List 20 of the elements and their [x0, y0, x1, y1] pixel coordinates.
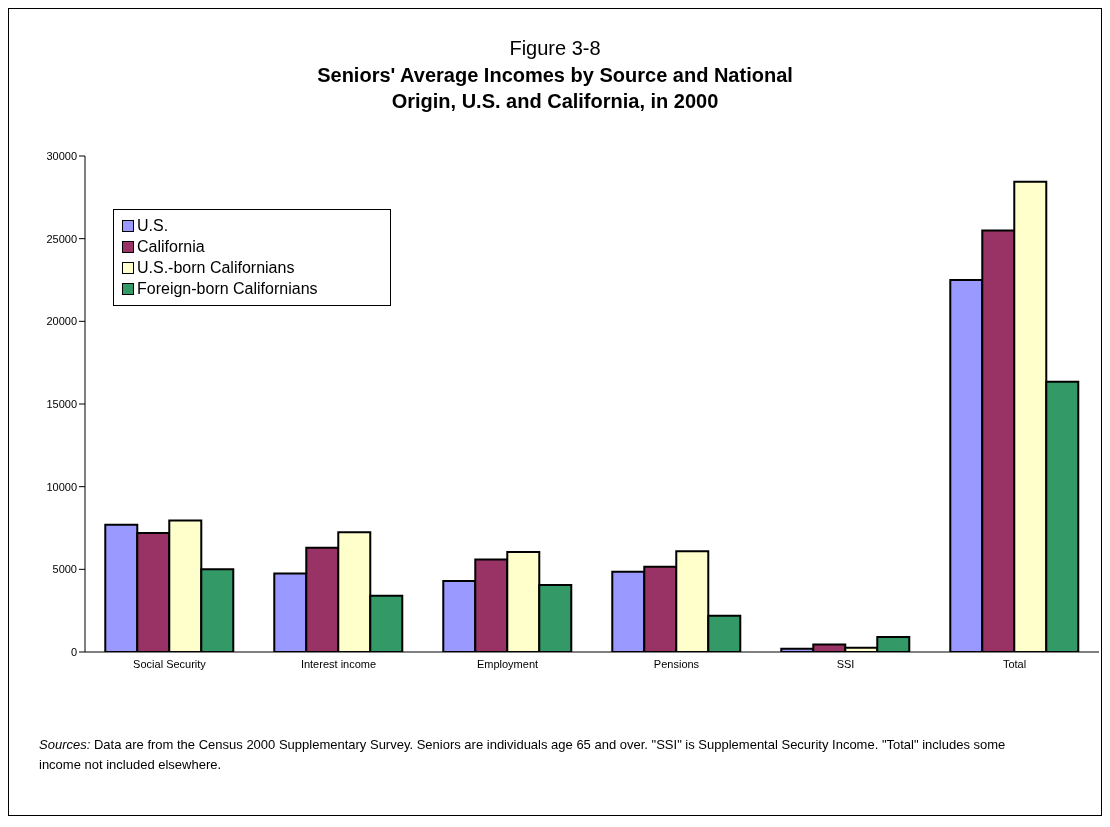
y-tick-label: 25000	[46, 232, 77, 245]
source-note: Sources: Data are from the Census 2000 Supplementary Survey. Seniors are individuals age 65 and over. "SSI" is Supplemental Security Income. "Total" includes some income not included elsewhere.	[39, 736, 1007, 774]
y-tick-label: 10000	[46, 480, 77, 493]
x-tick-label: Total	[1002, 657, 1027, 670]
x-tick-label: Employment	[476, 657, 539, 670]
x-tick-label: Social Security	[133, 657, 207, 670]
chart-title: Seniors' Average Incomes by Source and National Origin, U.S. and California, in 2000	[316, 63, 794, 114]
legend-label: California	[136, 238, 206, 256]
y-tick-label: 20000	[46, 315, 77, 328]
y-tick-label: 0	[70, 645, 77, 658]
y-tick-label: 5000	[52, 563, 77, 576]
x-tick-label: Interest income	[300, 657, 377, 670]
x-tick-label: SSI	[836, 657, 855, 670]
x-tick-label: Pensions	[653, 657, 700, 670]
y-tick-label: 15000	[46, 397, 77, 410]
legend-label: U.S.-born Californians	[136, 259, 296, 277]
legend-label: Foreign-born Californians	[136, 280, 319, 298]
y-tick-label: 30000	[46, 149, 77, 162]
legend-label: U.S.	[136, 217, 170, 235]
chart-subtitle: Figure 3-8	[508, 37, 602, 60]
